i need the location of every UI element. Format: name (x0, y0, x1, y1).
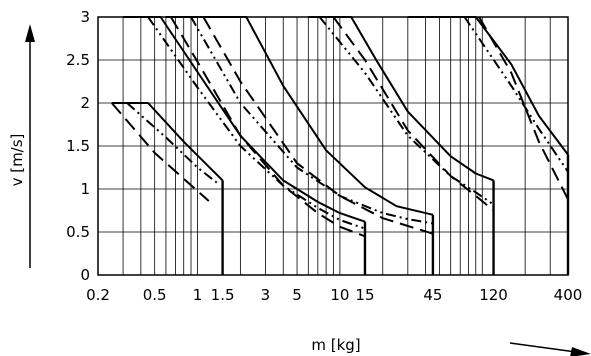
series-line-11 (318, 16, 495, 206)
y-tick-label: 0 (80, 266, 90, 284)
x-tick-label: 400 (554, 286, 583, 304)
y-tick-label: 0.5 (66, 223, 90, 241)
y-tick-labels: 0 0.5 1 1.5 2 2.5 3 (66, 8, 90, 284)
x-tick-label: 45 (423, 286, 442, 304)
x-tick-label: 0.2 (86, 286, 110, 304)
series-line-2 (126, 102, 219, 185)
series-line-8 (190, 16, 434, 225)
y-axis-arrow (25, 24, 35, 268)
y-tick-label: 1 (80, 180, 90, 198)
series-line-14 (463, 16, 569, 173)
y-tick-label: 2.5 (66, 51, 90, 69)
series-line-6 (170, 16, 366, 238)
x-tick-label: 1 (193, 286, 203, 304)
y-tick-label: 2 (80, 94, 90, 112)
series-line-1 (111, 102, 210, 202)
x-axis-arrow (509, 342, 591, 356)
series-line-4 (123, 16, 366, 223)
y-tick-label: 1.5 (66, 137, 90, 155)
series-line-3 (111, 102, 224, 182)
plot-frame (97, 16, 569, 276)
limit-lines (221, 154, 570, 275)
series-line-12 (332, 16, 495, 212)
x-tick-label: 15 (355, 286, 374, 304)
y-axis-label: v [m/s] (8, 134, 26, 187)
x-tick-label: 10 (330, 286, 349, 304)
y-tick-label: 3 (80, 8, 90, 26)
series-line-7 (165, 16, 434, 216)
x-tick-label: 1.5 (211, 286, 235, 304)
series-line-9 (202, 16, 434, 235)
series-line-5 (147, 16, 366, 230)
x-tick-labels: 0.2 0.5 1 1.5 3 5 10 15 45 120 400 (86, 286, 582, 304)
x-tick-label: 120 (479, 286, 508, 304)
series-line-15 (478, 16, 569, 200)
x-tick-label: 5 (292, 286, 302, 304)
x-tick-label: 0.5 (143, 286, 167, 304)
series-line-13 (407, 16, 569, 156)
series-line-10 (308, 16, 494, 182)
grid (97, 16, 569, 276)
x-tick-label: 3 (261, 286, 271, 304)
x-axis-label: m [kg] (311, 336, 360, 354)
